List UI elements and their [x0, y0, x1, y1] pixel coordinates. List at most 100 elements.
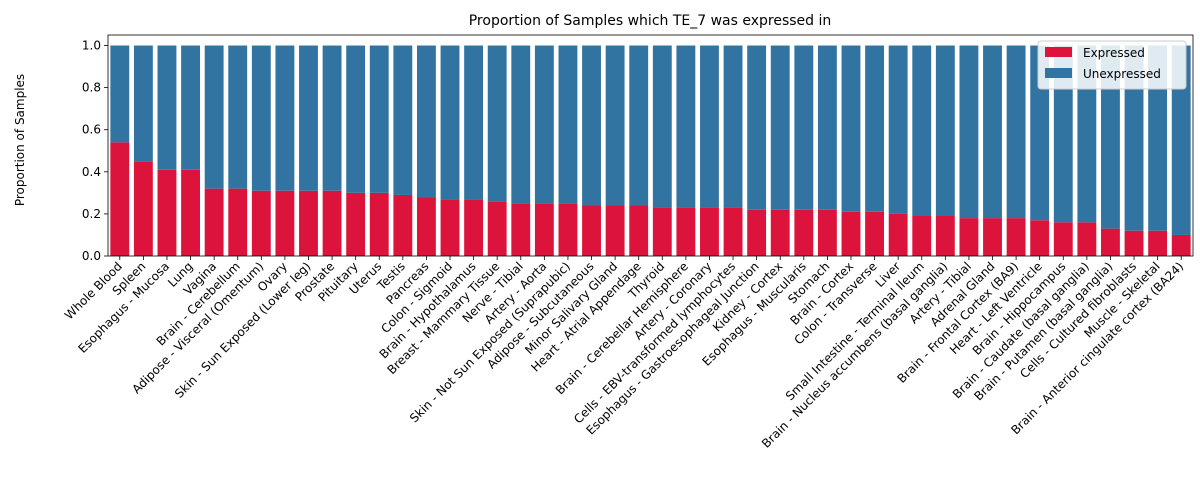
bar-expressed [983, 218, 1002, 256]
bar-expressed [652, 207, 672, 256]
bar-expressed [676, 207, 696, 256]
y-tick-label: 1.0 [82, 39, 101, 53]
y-tick-label: 0.6 [82, 123, 101, 137]
bar-unexpressed [723, 45, 743, 208]
bar-unexpressed [1171, 45, 1191, 235]
bar-unexpressed [251, 45, 271, 191]
bar-unexpressed [299, 45, 318, 191]
bar-expressed [157, 169, 177, 256]
bar-unexpressed [228, 45, 248, 189]
bar-unexpressed [440, 45, 460, 200]
bar-expressed [275, 190, 295, 256]
bar-unexpressed [841, 45, 861, 212]
bar-unexpressed [275, 45, 295, 191]
bar-expressed [181, 169, 200, 256]
bar-unexpressed [464, 45, 484, 200]
y-axis: 0.0 0.2 0.4 0.6 0.8 1.0 [82, 39, 108, 263]
bar-expressed [770, 209, 790, 256]
y-axis-label: Proportion of Samples [13, 74, 27, 206]
bar-unexpressed [676, 45, 696, 208]
bar-expressed [346, 192, 366, 256]
plot-frame [107, 34, 1194, 257]
bar-unexpressed [888, 45, 908, 214]
bar-expressed [1030, 220, 1050, 256]
bar-unexpressed [181, 45, 200, 170]
bar-unexpressed [511, 45, 531, 204]
bar-expressed [959, 218, 979, 256]
y-tick-label: 0.4 [82, 165, 101, 179]
bar-expressed [440, 199, 460, 256]
bar-expressed [464, 199, 484, 256]
bar-unexpressed [346, 45, 366, 193]
bar-expressed [1124, 230, 1144, 256]
bar-expressed [228, 188, 248, 256]
bar-unexpressed [652, 45, 672, 208]
bar-expressed [817, 209, 837, 256]
bar-unexpressed [322, 45, 342, 191]
bar-expressed [1171, 234, 1191, 256]
bar-unexpressed [794, 45, 814, 210]
bar-expressed [912, 216, 932, 256]
bar-expressed [558, 203, 578, 256]
legend-swatch [1045, 68, 1072, 78]
bar-expressed [110, 142, 130, 256]
bar-unexpressed [1101, 45, 1120, 229]
bar-unexpressed [157, 45, 177, 170]
bar-unexpressed [582, 45, 601, 206]
bar-unexpressed [487, 45, 507, 202]
bar-unexpressed [817, 45, 837, 210]
bar-unexpressed [700, 45, 719, 208]
bar-unexpressed [865, 45, 885, 212]
bar-expressed [393, 194, 413, 256]
bar-expressed [1077, 222, 1097, 256]
bar-expressed [723, 207, 743, 256]
bar-expressed [322, 190, 342, 256]
bar-expressed [1101, 228, 1120, 256]
bar-expressed [629, 205, 649, 256]
bar-unexpressed [1006, 45, 1026, 219]
bar-expressed [605, 205, 625, 256]
bar-expressed [416, 197, 436, 256]
bar-unexpressed [204, 45, 224, 189]
bar-unexpressed [747, 45, 767, 210]
chart-title: Proportion of Samples which TE_7 was exp… [469, 13, 832, 29]
bar-expressed [841, 211, 861, 256]
bar-expressed [251, 190, 271, 256]
bar-unexpressed [770, 45, 790, 210]
bar-unexpressed [1148, 45, 1168, 231]
bar-unexpressed [133, 45, 153, 162]
bar-expressed [204, 188, 224, 256]
bar-expressed [133, 161, 153, 256]
bar-unexpressed [983, 45, 1002, 219]
bar-expressed [747, 209, 767, 256]
bar-expressed [511, 203, 531, 256]
legend-label: Unexpressed [1083, 67, 1161, 81]
y-tick-label: 0.8 [82, 81, 101, 95]
bar-expressed [582, 205, 601, 256]
bar-unexpressed [558, 45, 578, 204]
legend-swatch [1045, 47, 1072, 57]
y-tick-label: 0.0 [82, 249, 101, 263]
bar-unexpressed [416, 45, 436, 198]
legend-box [1037, 40, 1187, 90]
bar-unexpressed [959, 45, 979, 219]
bars-group [110, 45, 1191, 256]
bar-expressed [1006, 218, 1026, 256]
bar-expressed [1053, 222, 1073, 256]
bar-expressed [794, 209, 814, 256]
bar-unexpressed [605, 45, 625, 206]
bar-unexpressed [629, 45, 649, 206]
bar-unexpressed [935, 45, 955, 217]
bar-unexpressed [912, 45, 932, 217]
legend: Expressed Unexpressed [1037, 40, 1187, 90]
bar-expressed [865, 211, 885, 256]
bar-unexpressed [110, 45, 130, 143]
bar-unexpressed [369, 45, 389, 193]
bar-expressed [935, 216, 955, 256]
bar-expressed [888, 213, 908, 256]
bar-expressed [369, 192, 389, 256]
bar-expressed [487, 201, 507, 256]
legend-label: Expressed [1083, 46, 1145, 60]
